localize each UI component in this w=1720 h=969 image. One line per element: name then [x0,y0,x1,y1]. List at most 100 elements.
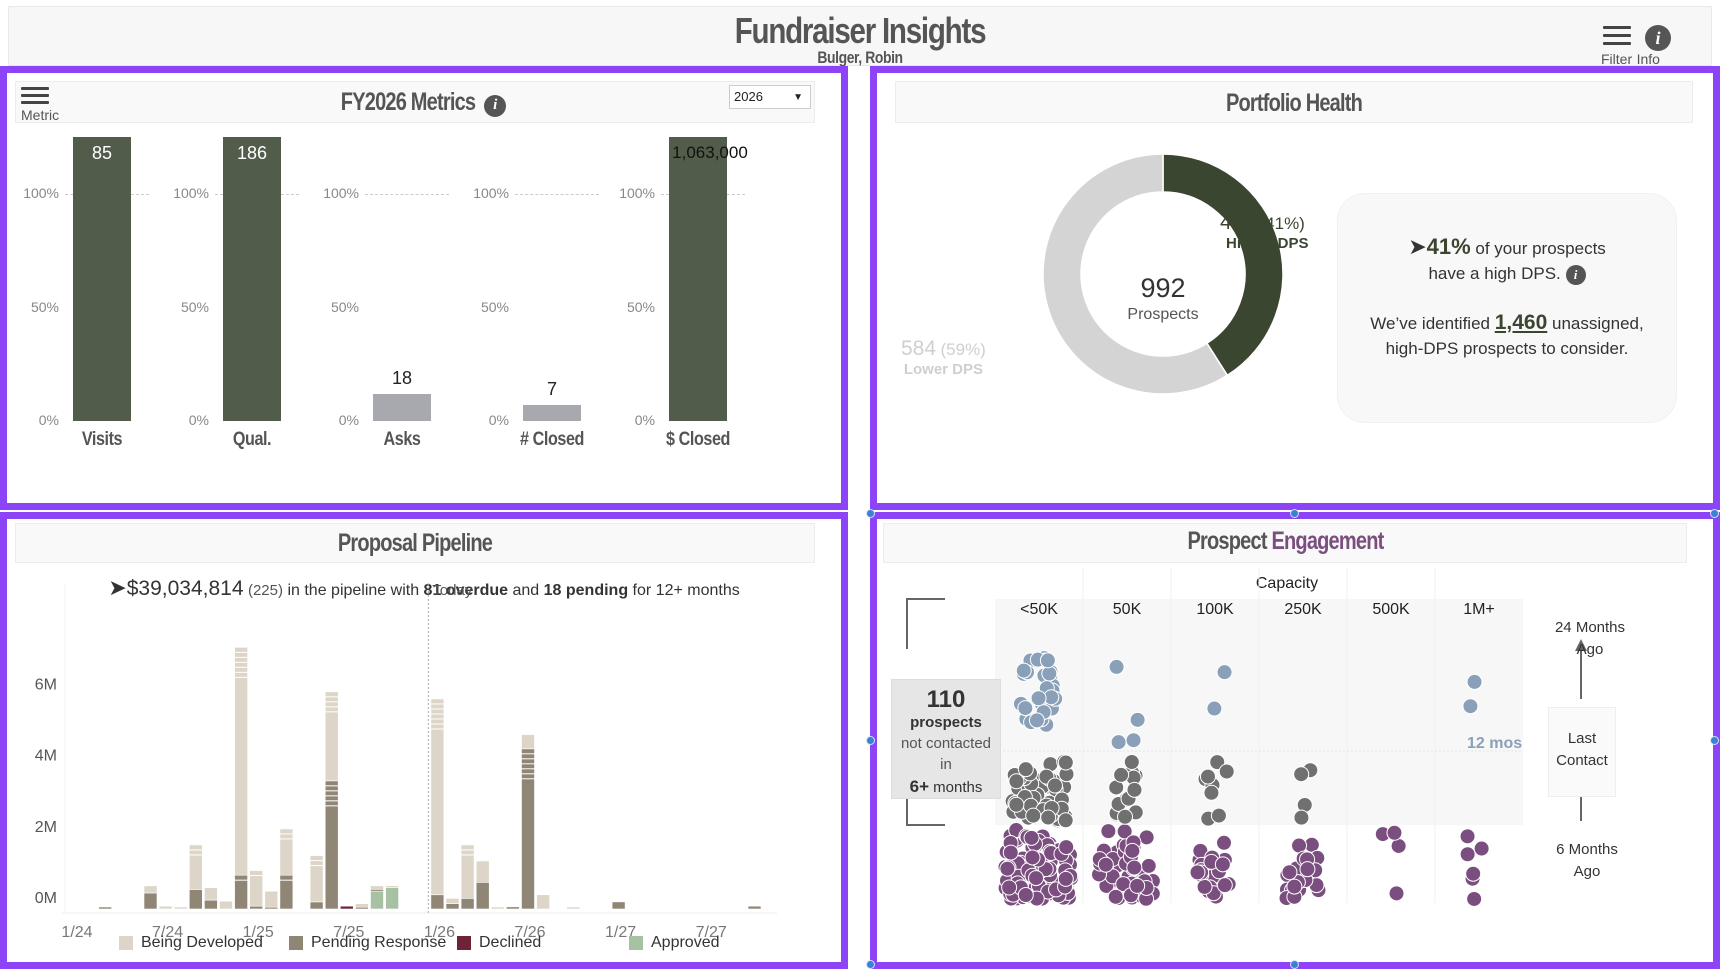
capacity-column-label[interactable]: <50K [1020,601,1058,618]
axis-label-line1: Last [1567,730,1597,747]
axis-tick-label: 100% [323,185,359,201]
portfolio-title: Portfolio Health [1225,89,1363,117]
pipeline-text1: in the pipeline with [287,582,420,599]
axis-bottom-line2: Ago [1573,863,1601,880]
high-dps-pct: 41% [1426,234,1471,259]
metric-label: $ Closed [666,429,730,450]
prospect-dot-recent [1281,864,1298,881]
legend-declined[interactable]: Declined [457,934,541,952]
metric-bar[interactable] [373,393,431,421]
capacity-column-label[interactable]: 100K [1196,601,1234,618]
metric-bar[interactable] [223,137,281,421]
not-contacted-callout[interactable]: 110 prospects not contacted in 6+ months [891,679,1001,799]
chevron-down-icon: ▼ [793,92,803,103]
prospect-dot-recent [1057,870,1074,887]
resize-handle[interactable] [866,736,875,745]
prospect-dot-recent [1124,842,1141,859]
filter-label[interactable]: Filter [1601,51,1633,67]
y-tick-label: 6M [35,676,57,693]
prospect-dot-recent [1017,887,1034,904]
prospect-dot-recent [1058,839,1075,856]
legend-label: Being Developed [141,934,263,951]
bar-segment-being-developed [189,844,203,890]
bar-segment-pending-response [324,780,339,910]
prospect-dot-recent [1097,856,1114,873]
fundraiser-name: Bulger, Robin [817,48,903,67]
resize-handle[interactable] [866,509,875,518]
prospect-dot-mid [1057,812,1074,829]
capacity-column-label[interactable]: 500K [1372,601,1410,618]
higher-dps-pct: (41%) [1259,214,1305,233]
filter-button[interactable] [1603,21,1631,50]
prospect-dot-mid [1218,763,1235,780]
bar-segment-being-developed [445,898,460,904]
prospect-dot-mid [1293,766,1310,783]
portfolio-title-bar: Portfolio Health [895,81,1693,123]
legend-swatch [629,936,643,950]
legend-approved[interactable]: Approved [629,934,720,952]
capacity-column-label[interactable]: 250K [1284,601,1322,618]
info-button[interactable]: i [1645,25,1671,51]
donut-slice-lower-dps [1042,153,1229,395]
higher-dps-label[interactable]: 408 (41%) Higher DPS [1220,211,1309,252]
arrow-pointer-icon: ➤ [1408,234,1427,259]
callout-line1: prospects [910,714,982,731]
bar-segment-pending-response [249,905,263,910]
resize-handle[interactable] [866,960,875,969]
prospect-dot-mid [1008,796,1025,813]
capacity-column-label[interactable]: 50K [1112,601,1142,618]
bar-segment-approved [370,890,384,910]
donut-slice-higher-dps [1162,153,1284,377]
engagement-title-part1: Prospect [1187,527,1267,555]
prospect-dot-mid [1199,768,1216,785]
x-tick-label: 7/26 [514,924,545,941]
metric-menu-button[interactable]: Metric [21,83,59,123]
prospect-dot-mid [1117,808,1134,825]
bar-segment-being-developed [475,860,490,883]
resize-handle[interactable] [1290,509,1299,518]
year-select[interactable]: 2026 ▼ [729,85,811,109]
metric-value: 186 [236,143,268,164]
metrics-info-icon[interactable]: i [484,94,507,117]
higher-dps-text: Higher DPS [1226,235,1309,252]
resize-handle[interactable] [1710,736,1719,745]
bar-segment-being-developed [204,887,218,901]
info-label[interactable]: Info [1636,51,1660,67]
lower-dps-label[interactable]: 584 (59%) Lower DPS [901,337,986,378]
axis-top-line2: Ago [1576,641,1604,658]
tooltip-label: 12 mos [1467,735,1523,752]
pipeline-title: Proposal Pipeline [337,529,493,557]
legend-being-developed[interactable]: Being Developed [119,934,263,952]
y-tick-label: 0M [35,890,57,907]
insight-line4: high-DPS prospects to consider. [1385,338,1629,358]
lower-dps-count: 584 [901,337,937,360]
resize-handle[interactable] [1290,960,1299,969]
prospect-dot-old [1015,662,1032,679]
bar-segment-pending-response [521,748,535,910]
axis-bottom-line1: 6 Months [1556,841,1618,858]
metric-bar[interactable] [669,137,727,421]
prospect-dot-recent [1215,834,1232,851]
axis-label-line2: Contact [1556,752,1608,769]
resize-handle[interactable] [1710,509,1719,518]
prospect-dot-old [1030,690,1047,707]
prospect-dot-mid [1017,761,1034,778]
metric-label: # Closed [520,429,584,450]
legend-pending-response[interactable]: Pending Response [289,934,446,952]
metric-bar[interactable] [73,137,131,421]
metric-bar[interactable] [523,405,581,421]
dps-info-icon[interactable]: i [1565,264,1586,285]
unassigned-prospects-link[interactable]: 1,460 [1494,310,1548,334]
bar-segment-pending-response [611,901,626,910]
pipeline-text2: and [512,582,540,599]
bar-segment-being-developed [521,734,535,750]
bar-segment-being-developed [490,906,505,910]
prospect-dot-mid [1126,781,1143,798]
capacity-column-label[interactable]: 1M+ [1463,601,1495,618]
metric-menu-label: Metric [21,107,60,123]
axis-tick-label: 100% [619,185,655,201]
year-select-value: 2026 [734,89,763,104]
callout-months-num: 6+ [909,777,929,796]
prospect-dot-recent [1002,844,1019,861]
capacity-axis-title: Capacity [1255,575,1319,592]
